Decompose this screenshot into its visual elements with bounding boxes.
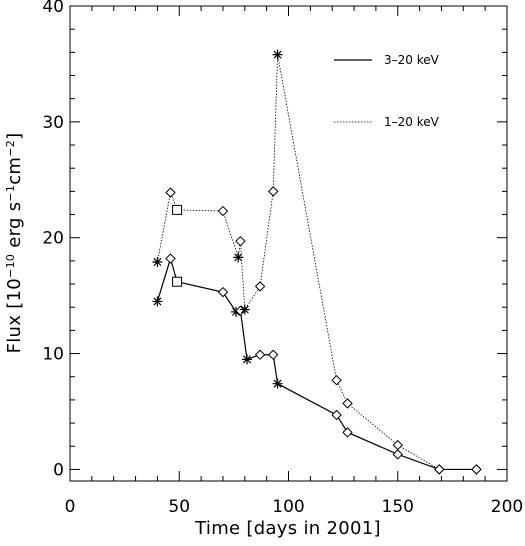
data-point-diamond xyxy=(434,464,445,475)
data-point-square xyxy=(172,276,183,287)
data-point-diamond xyxy=(342,398,353,409)
data-point-asterisk xyxy=(152,257,163,268)
data-point-diamond xyxy=(331,409,342,421)
legend-label-2: 1–20 keV xyxy=(384,115,440,129)
data-point-diamond xyxy=(254,281,266,292)
y-tick-label: 10 xyxy=(42,345,64,365)
y-axis-title-exp2: −1 xyxy=(4,185,17,202)
data-point-diamond xyxy=(392,449,403,460)
data-point-asterisk xyxy=(272,378,283,389)
x-tick-label: 50 xyxy=(168,497,190,517)
data-point-asterisk xyxy=(231,306,242,317)
y-tick-label: 40 xyxy=(42,0,64,17)
data-point-diamond xyxy=(217,205,229,217)
y-tick-label: 20 xyxy=(42,229,64,249)
data-point-diamond xyxy=(267,186,279,197)
legend: 3–20 keV 1–20 keV xyxy=(334,53,440,129)
data-point-square xyxy=(172,204,183,215)
x-tick-label: 0 xyxy=(65,497,76,517)
data-point-asterisk xyxy=(272,49,283,60)
series-layer xyxy=(152,49,482,475)
data-point-diamond xyxy=(235,235,246,247)
y-axis-title-post: ] xyxy=(4,133,25,140)
y-axis-title-pre: Flux [10 xyxy=(4,278,25,353)
series-1 xyxy=(152,253,482,475)
x-tick-label: 100 xyxy=(272,497,304,517)
x-tick-label: 200 xyxy=(491,497,523,517)
x-tick-label: 150 xyxy=(382,497,414,517)
data-point-asterisk xyxy=(241,354,252,365)
data-point-asterisk xyxy=(233,252,244,263)
data-point-diamond xyxy=(217,286,229,298)
y-tick-label: 0 xyxy=(53,460,64,480)
y-axis-title-exp1: −10 xyxy=(4,254,17,278)
y-tick-label: 30 xyxy=(42,113,64,133)
data-point-asterisk xyxy=(239,304,250,315)
data-point-diamond xyxy=(165,253,176,264)
y-axis-title: Flux [10−10 erg s−1cm−2] xyxy=(4,133,26,354)
x-axis-title: Time [days in 2001] xyxy=(194,518,381,539)
y-axis-title-mid: erg s xyxy=(4,202,25,254)
ticks-layer: 0 50 100 150 200 0 10 20 30 40 xyxy=(42,0,523,517)
data-point-diamond xyxy=(331,375,342,386)
legend-label-1: 3–20 keV xyxy=(384,53,440,67)
data-point-diamond xyxy=(342,427,353,438)
data-point-diamond xyxy=(392,439,403,451)
series-line-1 xyxy=(156,256,477,471)
data-point-diamond xyxy=(165,187,176,198)
y-axis-title-mid2: cm xyxy=(4,157,25,185)
data-point-diamond xyxy=(267,349,279,360)
series-2 xyxy=(152,49,482,475)
data-point-asterisk xyxy=(152,296,163,307)
y-axis-title-exp3: −2 xyxy=(4,140,17,157)
data-point-diamond xyxy=(254,349,266,360)
data-point-diamond xyxy=(471,464,482,475)
plot-frame xyxy=(69,5,508,482)
